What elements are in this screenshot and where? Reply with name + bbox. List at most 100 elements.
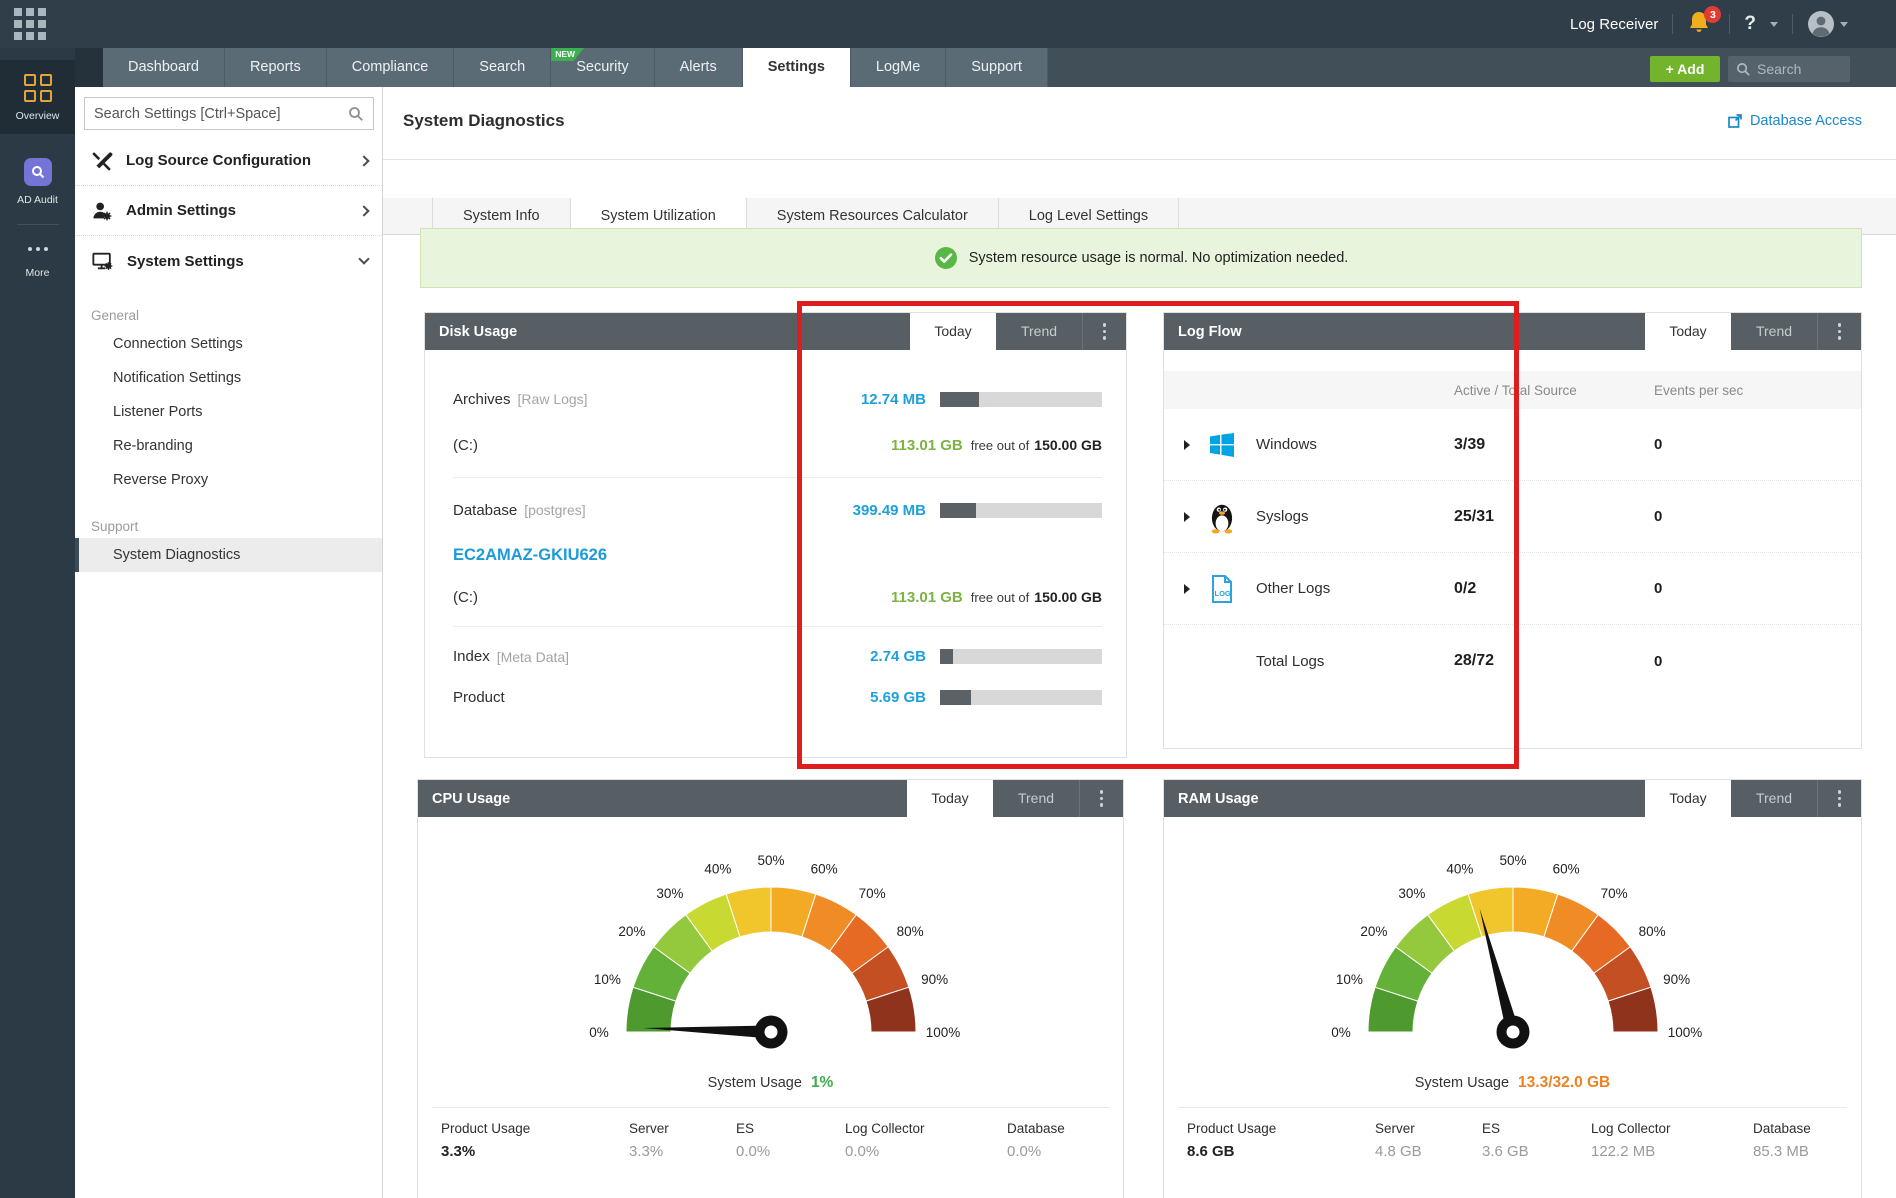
settings-item-system-diagnostics[interactable]: System Diagnostics — [75, 538, 382, 572]
svg-text:60%: 60% — [810, 861, 837, 876]
tab-system-info[interactable]: System Info — [432, 198, 571, 235]
app-grid-icon[interactable] — [14, 8, 46, 40]
settings-item-notification-settings[interactable]: Notification Settings — [113, 370, 242, 386]
logflow-today-button[interactable]: Today — [1645, 313, 1731, 350]
ram-kebab-menu-icon[interactable] — [1817, 780, 1861, 817]
ad-audit-magnifier-icon — [23, 158, 52, 186]
other-logs-ratio: 0/2 — [1454, 579, 1477, 597]
divider — [1178, 1107, 1847, 1108]
svg-text:100%: 100% — [1667, 1025, 1702, 1040]
disk-row-database-drive: (C:) 113.01 GB free out of 150.00 GB — [453, 588, 1102, 606]
tools-icon — [92, 151, 113, 170]
notification-count-badge: 3 — [1704, 6, 1722, 23]
column-active-total-source: Active / Total Source — [1454, 382, 1577, 398]
cpu-usage-value: 1% — [810, 1074, 834, 1091]
disk-row-database: Database [postgres] 399.49 MB — [453, 487, 1102, 533]
expand-arrow-icon[interactable] — [1184, 439, 1190, 450]
svg-text:30%: 30% — [656, 886, 683, 901]
expand-arrow-icon[interactable] — [1184, 583, 1190, 594]
settings-item-system-settings[interactable]: System Settings — [75, 236, 382, 286]
new-ribbon-badge: NEW — [551, 48, 585, 61]
cpu-system-usage: System Usage 1% — [707, 1074, 834, 1091]
nav-tab-alerts[interactable]: Alerts — [654, 48, 743, 87]
nav-tab-logme[interactable]: LogMe — [850, 48, 947, 87]
logflow-kebab-menu-icon[interactable] — [1817, 313, 1861, 350]
cpu-kebab-menu-icon[interactable] — [1079, 780, 1123, 817]
ram-usage-panel: RAM Usage Today Trend 0% 10% 20% 30% 40% 50% 6… — [1163, 779, 1862, 1198]
help-caret-icon[interactable] — [1770, 21, 1778, 27]
settings-item-re-branding[interactable]: Re-branding — [113, 438, 193, 454]
disk-today-button[interactable]: Today — [910, 313, 996, 350]
nav-tab-settings[interactable]: Settings — [742, 48, 851, 87]
cpu-today-button[interactable]: Today — [907, 780, 993, 817]
global-search-box[interactable] — [1728, 56, 1850, 82]
status-banner: System resource usage is normal. No opti… — [420, 228, 1862, 288]
user-avatar[interactable] — [1807, 10, 1848, 38]
help-icon[interactable]: ? — [1744, 13, 1756, 34]
svg-text:100%: 100% — [925, 1025, 960, 1040]
topbar-divider — [1792, 14, 1793, 34]
search-icon — [349, 106, 363, 121]
disk-row-archives: Archives [Raw Logs] 12.74 MB — [453, 376, 1102, 422]
chevron-down-icon — [358, 253, 370, 265]
page-title: System Diagnostics — [403, 111, 565, 130]
sidebar-item-label: More — [25, 267, 50, 279]
logflow-trend-button[interactable]: Trend — [1755, 323, 1793, 339]
nav-tab-security[interactable]: NEW Security — [551, 48, 655, 87]
ram-trend-button[interactable]: Trend — [1755, 790, 1793, 806]
sidebar-item-more[interactable]: More — [0, 247, 75, 279]
expand-arrow-icon[interactable] — [1184, 511, 1190, 522]
disk-row-product: Product 5.69 GB — [453, 677, 1102, 718]
nav-tab-dashboard[interactable]: Dashboard — [103, 48, 225, 87]
topbar-divider — [1672, 14, 1674, 34]
global-search-input[interactable] — [1757, 61, 1837, 77]
svg-text:80%: 80% — [1638, 924, 1665, 939]
stat-es: ES 0.0% — [736, 1121, 771, 1160]
ram-usage-value: 13.3/32.0 GB — [1518, 1074, 1611, 1091]
total-logs-eps: 0 — [1654, 652, 1663, 670]
settings-item-reverse-proxy[interactable]: Reverse Proxy — [113, 472, 209, 488]
ram-gauge-chart: 0% 10% 20% 30% 40% 50% 60% 70% 80% 90% 100% — [1331, 853, 1702, 1049]
app-sidebar: Overview AD Audit More — [0, 48, 75, 1198]
disk-usage-panel: Disk Usage Today Trend Archives [Raw Log… — [424, 312, 1127, 758]
svg-text:70%: 70% — [1600, 886, 1627, 901]
sidebar-item-overview[interactable]: Overview — [0, 60, 75, 134]
nav-tab-compliance[interactable]: Compliance — [326, 48, 455, 87]
nav-tab-support[interactable]: Support — [946, 48, 1049, 87]
add-button[interactable]: + Add — [1650, 56, 1720, 82]
nav-tab-reports[interactable]: Reports — [224, 48, 327, 87]
settings-item-admin-settings[interactable]: Admin Settings — [75, 186, 382, 236]
nav-tab-search[interactable]: Search — [454, 48, 552, 87]
settings-item-connection-settings[interactable]: Connection Settings — [113, 336, 243, 352]
settings-search-box[interactable] — [84, 97, 374, 130]
avatar-caret-icon — [1840, 21, 1848, 27]
sidebar-item-ad-audit[interactable]: AD Audit — [0, 158, 75, 206]
settings-search-input[interactable] — [94, 105, 348, 122]
ram-today-button[interactable]: Today — [1645, 780, 1731, 817]
host-link[interactable]: EC2AMAZ-GKIU626 — [453, 545, 608, 564]
notification-bell-icon[interactable]: 3 — [1687, 6, 1722, 38]
panel-title: Disk Usage — [439, 323, 518, 340]
syslogs-eps: 0 — [1654, 508, 1663, 525]
cpu-stats-row: Product Usage 3.3% Server 3.3% ES 0.0% Log … — [418, 1108, 1123, 1160]
stat-log-collector: Log Collector 122.2 MB — [1591, 1121, 1671, 1160]
main-content: System Diagnostics Database Access Syste… — [383, 87, 1896, 1198]
settings-item-log-source-configuration[interactable]: Log Source Configuration — [75, 136, 382, 186]
tab-log-level-settings[interactable]: Log Level Settings — [999, 198, 1180, 235]
tab-system-resources-calculator[interactable]: System Resources Calculator — [747, 198, 999, 235]
main-navbar: Dashboard Reports Compliance Search NEW … — [75, 48, 1896, 87]
disk-trend-button[interactable]: Trend — [1020, 323, 1058, 339]
svg-text:10%: 10% — [1335, 972, 1362, 987]
drive-free-value: 113.01 GB — [891, 588, 963, 606]
windows-icon — [1204, 429, 1240, 461]
database-usage-bar — [940, 502, 1102, 518]
settings-section-general: General — [91, 308, 140, 323]
disk-usage-header: Disk Usage Today Trend — [425, 313, 1126, 350]
settings-item-listener-ports[interactable]: Listener Ports — [113, 404, 203, 420]
database-access-link[interactable]: Database Access — [1727, 113, 1862, 129]
disk-kebab-menu-icon[interactable] — [1082, 313, 1126, 350]
cpu-trend-button[interactable]: Trend — [1017, 790, 1055, 806]
column-events-per-sec: Events per sec — [1654, 382, 1744, 398]
log-receiver-link[interactable]: Log Receiver — [1570, 15, 1659, 33]
